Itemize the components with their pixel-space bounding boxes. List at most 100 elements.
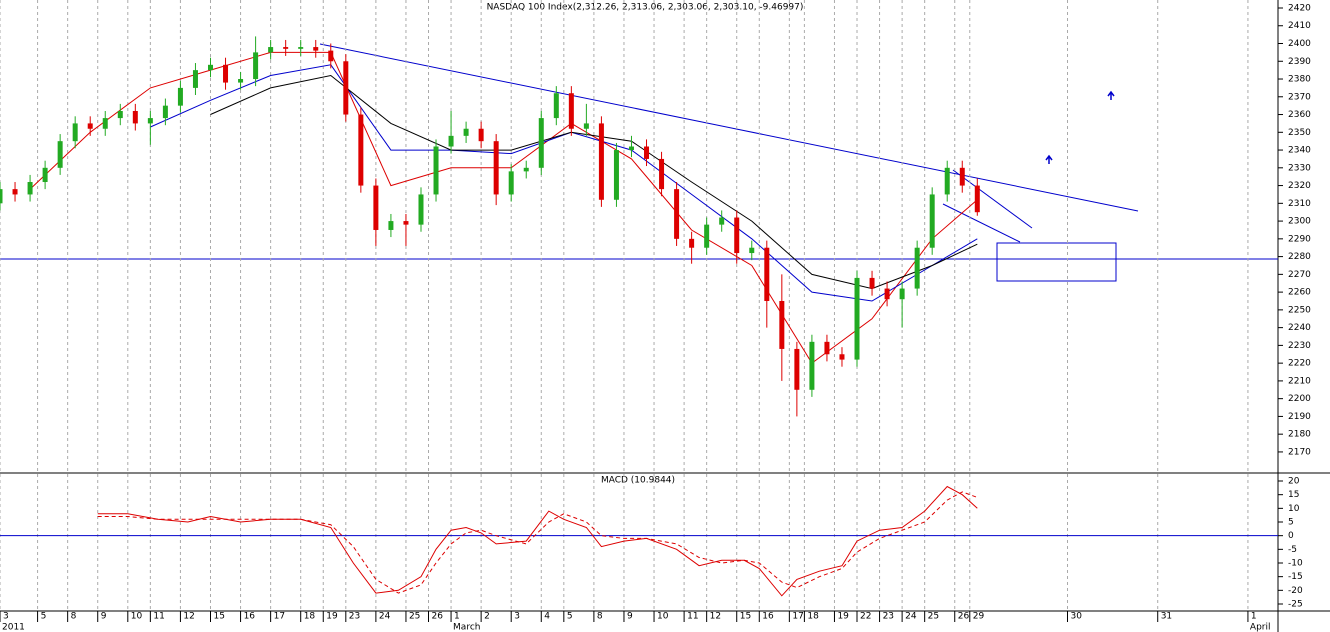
y-tick-label: -10: [1288, 558, 1303, 568]
x-tick-label: 15: [213, 612, 224, 622]
candle-body: [448, 135, 454, 147]
y-tick-label: 2310: [1288, 199, 1311, 209]
y-tick-label: 0: [1288, 531, 1294, 541]
x-tick-label: 26: [432, 612, 444, 622]
candle-body: [478, 128, 484, 142]
x-tick-label: 23: [883, 612, 894, 622]
x-tick-label: 11: [153, 612, 164, 622]
y-tick-label: 2350: [1288, 128, 1311, 138]
macd-title: MACD (10.9844): [601, 476, 675, 486]
x-tick-label: 15: [740, 612, 751, 622]
y-tick-label: 2360: [1288, 110, 1311, 120]
candle-body: [598, 123, 604, 200]
y-tick-label: 2230: [1288, 341, 1311, 351]
chart-title: NASDAQ 100 Index(2,312.26, 2,313.06, 2,3…: [487, 3, 804, 13]
x-tick-label: 23: [349, 612, 360, 622]
candle-body: [223, 64, 229, 83]
target-box: [996, 242, 1117, 282]
candle-body: [0, 189, 3, 204]
candle-body: [72, 123, 78, 142]
y-tick-label: 2420: [1288, 3, 1311, 13]
x-tick-label: 8: [71, 612, 77, 622]
x-tick-label: 17: [274, 612, 285, 622]
x-tick-label: 30: [1071, 612, 1083, 622]
x-tick-label: 10: [131, 612, 143, 622]
y-tick-label: 2400: [1288, 39, 1311, 49]
x-tick-label: 19: [326, 612, 338, 622]
candle-body: [358, 114, 364, 186]
candle-body: [493, 141, 499, 195]
x-tick-label: 25: [928, 612, 939, 622]
candle-body: [27, 182, 33, 195]
candle-body: [794, 348, 800, 390]
x-tick-label: 3: [3, 612, 9, 622]
x-tick-label: 5: [41, 612, 47, 622]
x-tick-label: 29: [973, 612, 985, 622]
y-tick-label: 2370: [1288, 92, 1311, 102]
candle-body: [824, 341, 830, 355]
candle-body: [974, 185, 980, 213]
x-tick-label: 16: [244, 612, 256, 622]
candle-body: [779, 300, 785, 349]
line-series: [97, 485, 978, 597]
y-tick-label: 20: [1288, 477, 1300, 487]
arrow: [1107, 90, 1115, 100]
candle-body: [944, 167, 950, 195]
x-tick-label: 22: [860, 612, 871, 622]
candle-body: [388, 221, 394, 230]
x-tick-label: 9: [101, 612, 107, 622]
candle-body: [899, 288, 905, 300]
candle-body: [719, 217, 725, 225]
candle-body: [268, 47, 274, 53]
y-tick-label: 2320: [1288, 181, 1311, 191]
y-tick-label: 10: [1288, 504, 1300, 514]
candle-body: [914, 247, 920, 289]
y-tick-label: 2380: [1288, 75, 1311, 85]
candle-body: [959, 167, 965, 186]
candle-body: [613, 150, 619, 200]
candle-body: [57, 141, 63, 168]
candle-body: [373, 185, 379, 230]
candle-body: [298, 47, 304, 49]
y-tick-label: -15: [1288, 572, 1303, 582]
candle-body: [418, 194, 424, 225]
candle-body: [689, 238, 695, 248]
x-tick-label: 5: [567, 612, 573, 622]
x-period-label: April: [1250, 623, 1271, 632]
line-series: [97, 491, 978, 594]
candle-body: [147, 118, 153, 124]
candle-body: [238, 79, 244, 83]
candle-body: [644, 146, 650, 159]
candle-body: [433, 146, 439, 195]
candle-body: [538, 118, 544, 168]
candle-body: [207, 64, 213, 71]
candle-body: [162, 105, 168, 119]
x-tick-label: 24: [379, 612, 391, 622]
candle-body: [328, 50, 334, 62]
y-tick-label: 2280: [1288, 252, 1311, 262]
candle-body: [192, 70, 198, 88]
y-tick-label: 2330: [1288, 163, 1311, 173]
candle-body: [508, 171, 514, 195]
x-period-label: March: [453, 623, 480, 632]
candle-body: [12, 189, 18, 195]
x-tick-label: 18: [304, 612, 316, 622]
x-tick-label: 3: [514, 612, 520, 622]
x-tick-label: 24: [905, 612, 917, 622]
x-tick-label: 18: [807, 612, 819, 622]
candle-body: [553, 93, 559, 119]
candle-body: [929, 194, 935, 248]
y-tick-label: 2250: [1288, 305, 1311, 315]
candle-body: [884, 288, 890, 300]
candle-body: [87, 123, 93, 129]
y-tick-label: 2200: [1288, 394, 1311, 404]
candle-body: [343, 61, 349, 115]
candle-body: [253, 52, 259, 80]
x-tick-label: 1: [1251, 612, 1257, 622]
candle-body: [102, 118, 108, 129]
y-tick-label: 2180: [1288, 430, 1311, 440]
y-tick-label: -25: [1288, 599, 1303, 609]
candle-body: [132, 110, 138, 124]
y-tick-label: -20: [1288, 586, 1303, 596]
x-tick-label: 10: [657, 612, 669, 622]
